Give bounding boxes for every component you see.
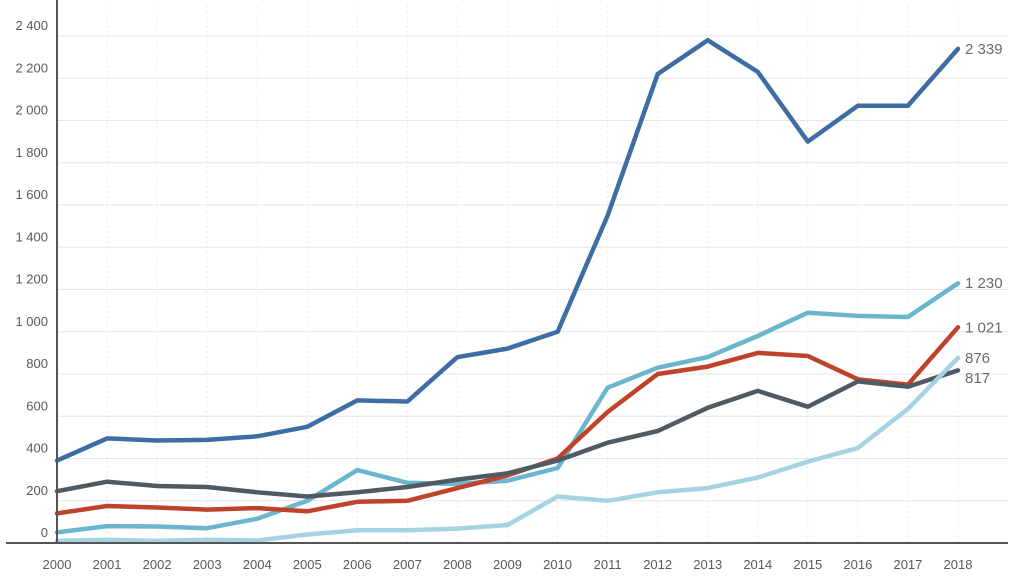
y-tick-label: 2 000 [15, 103, 48, 118]
x-tick-label: 2010 [543, 557, 572, 572]
x-tick-label: 2015 [793, 557, 822, 572]
end-value-label: 1 021 [965, 319, 1003, 336]
axes [6, 0, 1008, 544]
y-tick-label: 0 [41, 525, 48, 540]
x-tick-label: 2005 [293, 557, 322, 572]
x-tick-label: 2002 [143, 557, 172, 572]
grid [56, 6, 1008, 544]
x-tick-label: 2003 [193, 557, 222, 572]
x-tick-label: 2001 [93, 557, 122, 572]
x-tick-label: 2009 [493, 557, 522, 572]
y-tick-label: 2 400 [15, 18, 48, 33]
x-tick-label: 2013 [693, 557, 722, 572]
y-tick-label: 1 200 [15, 272, 48, 287]
y-tick-label: 400 [26, 441, 48, 456]
y-tick-label: 1 000 [15, 314, 48, 329]
series-line-1 [54, 37, 961, 463]
x-tick-label: 2017 [893, 557, 922, 572]
x-tick-label: 2006 [343, 557, 372, 572]
y-tick-label: 600 [26, 398, 48, 413]
y-tick-label: 1 400 [15, 229, 48, 244]
y-tick-label: 800 [26, 356, 48, 371]
series-line-5 [54, 355, 961, 544]
end-value-label: 2 339 [965, 41, 1003, 58]
x-tick-label: 2016 [843, 557, 872, 572]
y-tick-label: 1 800 [15, 145, 48, 160]
y-axis-ticks: 0 200 400 600 800 1 000 1 200 1 400 1 600 1 800 2 … [15, 18, 48, 540]
y-tick-label: 2 200 [15, 60, 48, 75]
x-tick-label: 2012 [643, 557, 672, 572]
x-tick-label: 2004 [243, 557, 272, 572]
x-axis-ticks: 2000 2001 2002 2003 2004 2005 2006 2007 2008 2009… [43, 557, 973, 572]
y-tick-label: 200 [26, 483, 48, 498]
series-group [54, 37, 961, 544]
series-line-4 [54, 368, 961, 499]
x-tick-label: 2007 [393, 557, 422, 572]
x-tick-label: 2014 [743, 557, 772, 572]
end-value-label: 1 230 [965, 275, 1003, 292]
x-tick-label: 2018 [944, 557, 973, 572]
x-tick-label: 2011 [594, 557, 622, 572]
end-value-label: 817 [965, 370, 990, 387]
series-line-2 [54, 280, 961, 535]
end-value-label: 876 [965, 350, 990, 367]
end-labels: 2 339 1 230 1 021 876 817 [965, 41, 1003, 387]
x-tick-label: 2008 [443, 557, 472, 572]
y-tick-label: 1 600 [15, 187, 48, 202]
x-tick-label: 2000 [43, 557, 72, 572]
